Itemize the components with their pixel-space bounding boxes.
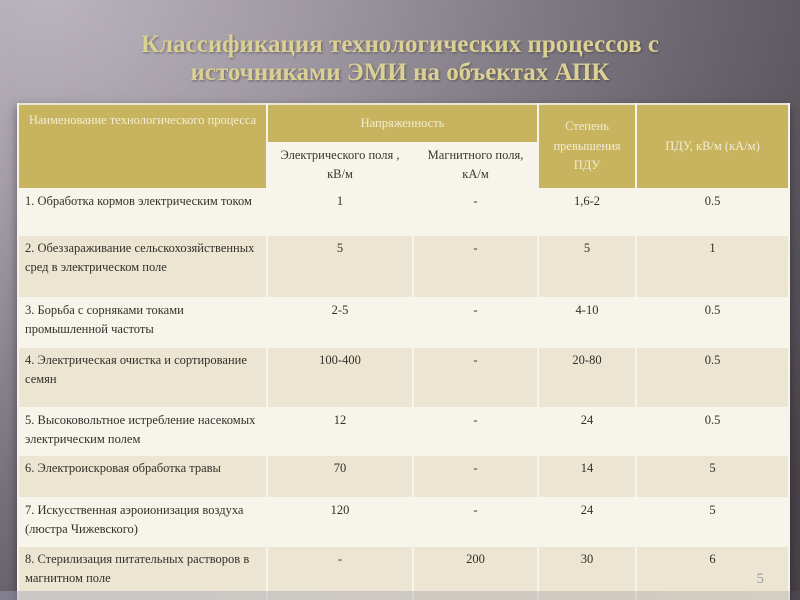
subheader-magnetic-field: Магнитного поля, кА/м: [412, 142, 539, 189]
table-row: 7. Искусственная аэроионизация воздуха (…: [17, 496, 790, 547]
electric-field-cell: 2-5: [266, 296, 414, 348]
magnetic-field-cell: -: [412, 187, 539, 236]
table-row: 3. Борьба с сорняками токами промышленно…: [17, 296, 790, 348]
pdu-cell: 0.5: [635, 296, 790, 348]
exceed-cell: 30: [537, 545, 637, 600]
exceed-cell: 24: [537, 496, 637, 547]
process-cell: 8. Стерилизация питательных растворов в …: [17, 545, 268, 600]
magnetic-field-cell: 200: [412, 545, 539, 600]
slide-title-line1: Классификация технологических процессов …: [141, 31, 659, 58]
exceed-cell: 1,6-2: [537, 187, 637, 236]
table-row: 4. Электрическая очистка и сортирование …: [17, 346, 790, 408]
exceed-cell: 20-80: [537, 346, 637, 408]
table-row: 1. Обработка кормов электрическим током …: [17, 187, 790, 236]
pdu-cell: 5: [635, 454, 790, 498]
process-cell: 7. Искусственная аэроионизация воздуха (…: [17, 496, 268, 547]
pdu-cell: 0.5: [635, 406, 790, 456]
electric-field-cell: -: [266, 545, 414, 600]
process-cell: 1. Обработка кормов электрическим током: [17, 187, 268, 236]
header-intensity-group: Напряженность: [266, 103, 539, 143]
header-row-2: Электрического поля , кВ/м Магнитного по…: [18, 142, 789, 189]
classification-table: Наименование технологического процесса Н…: [17, 103, 790, 600]
electric-field-cell: 5: [266, 234, 414, 298]
exceed-cell: 14: [537, 454, 637, 498]
subheader-electric-field: Электрического поля , кВ/м: [266, 142, 414, 189]
electric-field-cell: 120: [266, 496, 414, 547]
bottom-sheen-decoration: [0, 591, 800, 600]
process-cell: 5. Высоковольтное истребление насекомых …: [17, 406, 268, 456]
pdu-cell: 0.5: [635, 346, 790, 408]
electric-field-cell: 1: [266, 187, 414, 236]
pdu-cell: 5: [635, 496, 790, 547]
exceed-cell: 4-10: [537, 296, 637, 348]
magnetic-field-cell: -: [412, 454, 539, 498]
table-row: 2. Обеззараживание сельскохозяйственных …: [17, 234, 790, 298]
magnetic-field-cell: -: [412, 234, 539, 298]
electric-field-cell: 100-400: [266, 346, 414, 408]
header-exceed: Степень превышения ПДУ: [537, 103, 637, 189]
pdu-cell: 0.5: [635, 187, 790, 236]
pdu-cell: 1: [635, 234, 790, 298]
electric-field-cell: 12: [266, 406, 414, 456]
table-row: 8. Стерилизация питательных растворов в …: [17, 545, 790, 600]
table-row: 6. Электроискровая обработка травы 70 - …: [17, 454, 790, 498]
header-process: Наименование технологического процесса: [17, 103, 268, 189]
slide-title: Классификация технологических процессов …: [20, 31, 780, 87]
magnetic-field-cell: -: [412, 406, 539, 456]
process-cell: 6. Электроискровая обработка травы: [17, 454, 268, 498]
process-cell: 4. Электрическая очистка и сортирование …: [17, 346, 268, 408]
slide-title-line2: источниками ЭМИ на объектах АПК: [190, 59, 610, 86]
magnetic-field-cell: -: [412, 496, 539, 547]
magnetic-field-cell: -: [412, 296, 539, 348]
page-number: 5: [756, 571, 765, 587]
header-row-1: Наименование технологического процесса Н…: [17, 103, 790, 189]
electric-field-cell: 70: [266, 454, 414, 498]
process-cell: 2. Обеззараживание сельскохозяйственных …: [17, 234, 268, 298]
process-cell: 3. Борьба с сорняками токами промышленно…: [17, 296, 268, 348]
exceed-cell: 24: [537, 406, 637, 456]
table-row: 5. Высоковольтное истребление насекомых …: [17, 406, 790, 456]
exceed-cell: 5: [537, 234, 637, 298]
header-pdu: ПДУ, кВ/м (кА/м): [635, 103, 790, 189]
pdu-cell: 6: [635, 545, 790, 600]
magnetic-field-cell: -: [412, 346, 539, 408]
